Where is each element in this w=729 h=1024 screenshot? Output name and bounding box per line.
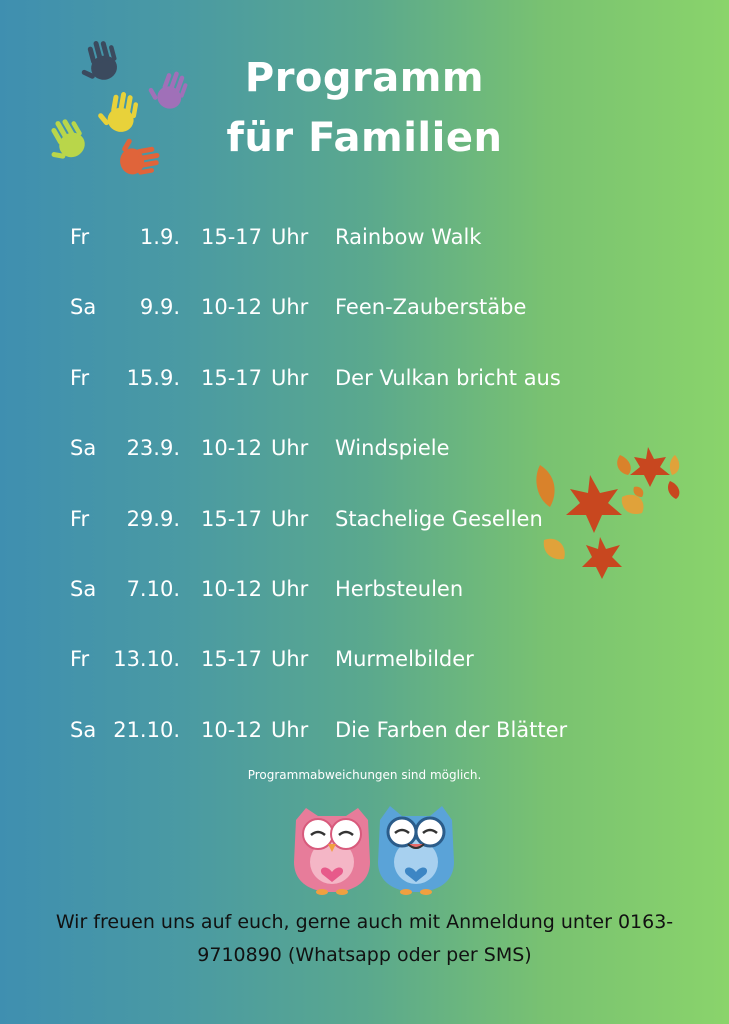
schedule-unit: Uhr	[271, 225, 309, 249]
schedule-date: 23.9.	[126, 436, 180, 460]
schedule-day: Sa	[70, 295, 97, 319]
colorful-handprints-icon	[51, 40, 188, 175]
schedule-unit: Uhr	[271, 295, 309, 319]
schedule-title: Der Vulkan bricht aus	[335, 366, 561, 390]
schedule-title: Windspiele	[335, 436, 450, 460]
schedule-time: 10-12	[201, 436, 263, 460]
schedule-row: Sa 21.10. 10-12 Uhr Die Farben der Blätt…	[0, 710, 729, 750]
schedule-time: 15-17	[201, 225, 263, 249]
schedule-day: Fr	[70, 507, 90, 531]
schedule-row: Sa 9.9. 10-12 Uhr Feen-Zauberstäbe	[0, 287, 729, 327]
schedule-unit: Uhr	[271, 507, 309, 531]
schedule-time: 10-12	[201, 295, 263, 319]
schedule-date: 13.10.	[113, 647, 180, 671]
schedule-time: 15-17	[201, 647, 263, 671]
schedule-unit: Uhr	[271, 718, 309, 742]
schedule-unit: Uhr	[271, 436, 309, 460]
schedule-time: 15-17	[201, 366, 263, 390]
footer-line2: 9710890 (Whatsapp oder per SMS)	[197, 944, 532, 966]
schedule-unit: Uhr	[271, 577, 309, 601]
page-title-line2: für Familien	[226, 115, 503, 161]
schedule-date: 1.9.	[139, 225, 180, 249]
owls-icon	[294, 806, 454, 895]
schedule-title: Herbsteulen	[335, 577, 464, 601]
schedule-time: 15-17	[201, 507, 263, 531]
schedule-time: 10-12	[201, 577, 263, 601]
schedule-date: 21.10.	[113, 718, 180, 742]
schedule-row: Fr 29.9. 15-17 Uhr Stachelige Gesellen	[0, 499, 729, 539]
schedule-row: Fr 13.10. 15-17 Uhr Murmelbilder	[0, 639, 729, 679]
schedule-row: Sa 23.9. 10-12 Uhr Windspiele	[0, 428, 729, 468]
schedule-row: Fr 15.9. 15-17 Uhr Der Vulkan bricht aus	[0, 358, 729, 398]
schedule-title: Rainbow Walk	[335, 225, 482, 249]
schedule-row: Sa 7.10. 10-12 Uhr Herbsteulen	[0, 569, 729, 609]
autumn-leaves-icon	[536, 447, 680, 579]
schedule-date: 9.9.	[139, 295, 180, 319]
schedule-date: 7.10.	[126, 577, 180, 601]
schedule-date: 29.9.	[126, 507, 180, 531]
schedule-date: 15.9.	[126, 366, 180, 390]
schedule-title: Die Farben der Blätter	[335, 718, 568, 742]
schedule-title: Feen-Zauberstäbe	[335, 295, 527, 319]
schedule-day: Fr	[70, 225, 90, 249]
schedule-day: Fr	[70, 366, 90, 390]
schedule-title: Murmelbilder	[335, 647, 474, 671]
schedule-time: 10-12	[201, 718, 263, 742]
schedule-day: Sa	[70, 577, 97, 601]
page-title-line1: Programm	[244, 55, 485, 101]
program-note: Programmabweichungen sind möglich.	[247, 768, 482, 782]
footer-contact: Wir freuen uns auf euch, gerne auch mit …	[10, 906, 719, 972]
schedule-day: Sa	[70, 718, 97, 742]
schedule-day: Fr	[70, 647, 90, 671]
schedule-unit: Uhr	[271, 366, 309, 390]
schedule-row: Fr 1.9. 15-17 Uhr Rainbow Walk	[0, 217, 729, 257]
schedule-day: Sa	[70, 436, 97, 460]
footer-line1: Wir freuen uns auf euch, gerne auch mit …	[55, 911, 674, 933]
schedule-title: Stachelige Gesellen	[335, 507, 543, 531]
schedule-unit: Uhr	[271, 647, 309, 671]
